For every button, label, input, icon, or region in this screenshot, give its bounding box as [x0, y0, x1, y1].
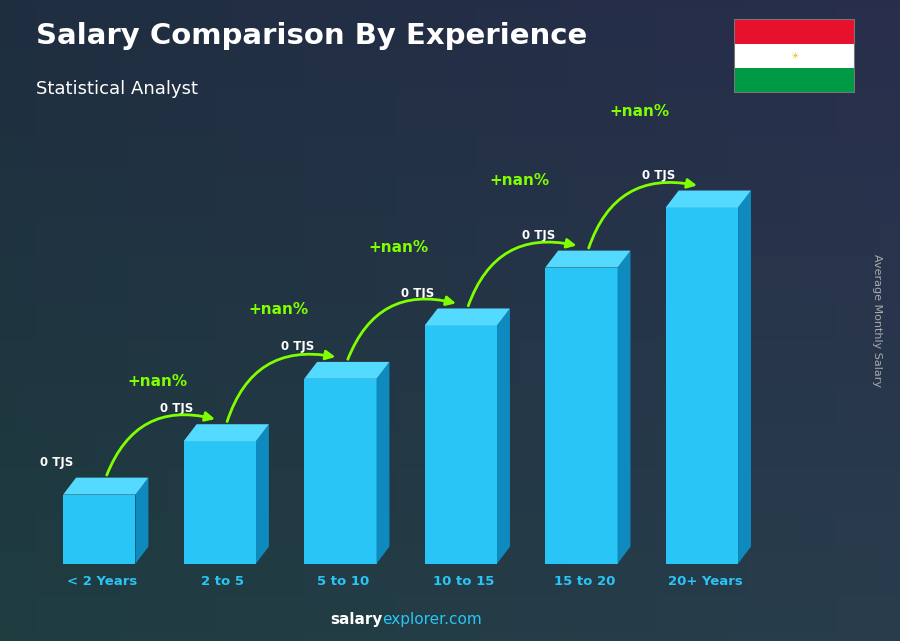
Text: explorer.com: explorer.com [382, 612, 482, 627]
Text: 2 to 5: 2 to 5 [202, 575, 244, 588]
Text: 0 TJS: 0 TJS [401, 287, 435, 299]
Polygon shape [184, 441, 256, 563]
Bar [734, 19, 855, 44]
Text: salary: salary [330, 612, 382, 627]
Polygon shape [666, 208, 738, 563]
Text: 0 TJS: 0 TJS [40, 456, 73, 469]
Text: +nan%: +nan% [128, 374, 187, 388]
Polygon shape [425, 326, 497, 563]
Text: Average Monthly Salary: Average Monthly Salary [872, 254, 883, 387]
Text: Statistical Analyst: Statistical Analyst [36, 80, 198, 98]
Text: 0 TJS: 0 TJS [281, 340, 314, 353]
Polygon shape [304, 362, 390, 379]
Text: Salary Comparison By Experience: Salary Comparison By Experience [36, 22, 587, 51]
Text: 5 to 10: 5 to 10 [317, 575, 370, 588]
Text: +nan%: +nan% [489, 173, 549, 188]
Text: +nan%: +nan% [609, 104, 670, 119]
Polygon shape [545, 251, 631, 267]
Text: 10 to 15: 10 to 15 [433, 575, 495, 588]
Text: +nan%: +nan% [248, 303, 308, 317]
Polygon shape [738, 190, 751, 563]
Polygon shape [136, 478, 149, 563]
Text: 0 TJS: 0 TJS [160, 403, 194, 415]
Bar [734, 44, 855, 69]
Text: ☀: ☀ [790, 51, 798, 61]
Polygon shape [304, 379, 376, 563]
Text: 0 TJS: 0 TJS [522, 229, 555, 242]
Polygon shape [63, 478, 148, 495]
Polygon shape [63, 495, 136, 563]
Polygon shape [617, 251, 631, 563]
Polygon shape [376, 362, 390, 563]
Polygon shape [256, 424, 269, 563]
Text: 0 TJS: 0 TJS [643, 169, 676, 181]
Text: +nan%: +nan% [368, 240, 428, 255]
Text: 15 to 20: 15 to 20 [554, 575, 615, 588]
Polygon shape [666, 190, 751, 208]
Polygon shape [545, 267, 617, 563]
Text: 20+ Years: 20+ Years [668, 575, 742, 588]
Polygon shape [497, 308, 510, 563]
Text: < 2 Years: < 2 Years [68, 575, 138, 588]
Bar [734, 69, 855, 93]
Polygon shape [425, 308, 510, 326]
Polygon shape [184, 424, 269, 441]
